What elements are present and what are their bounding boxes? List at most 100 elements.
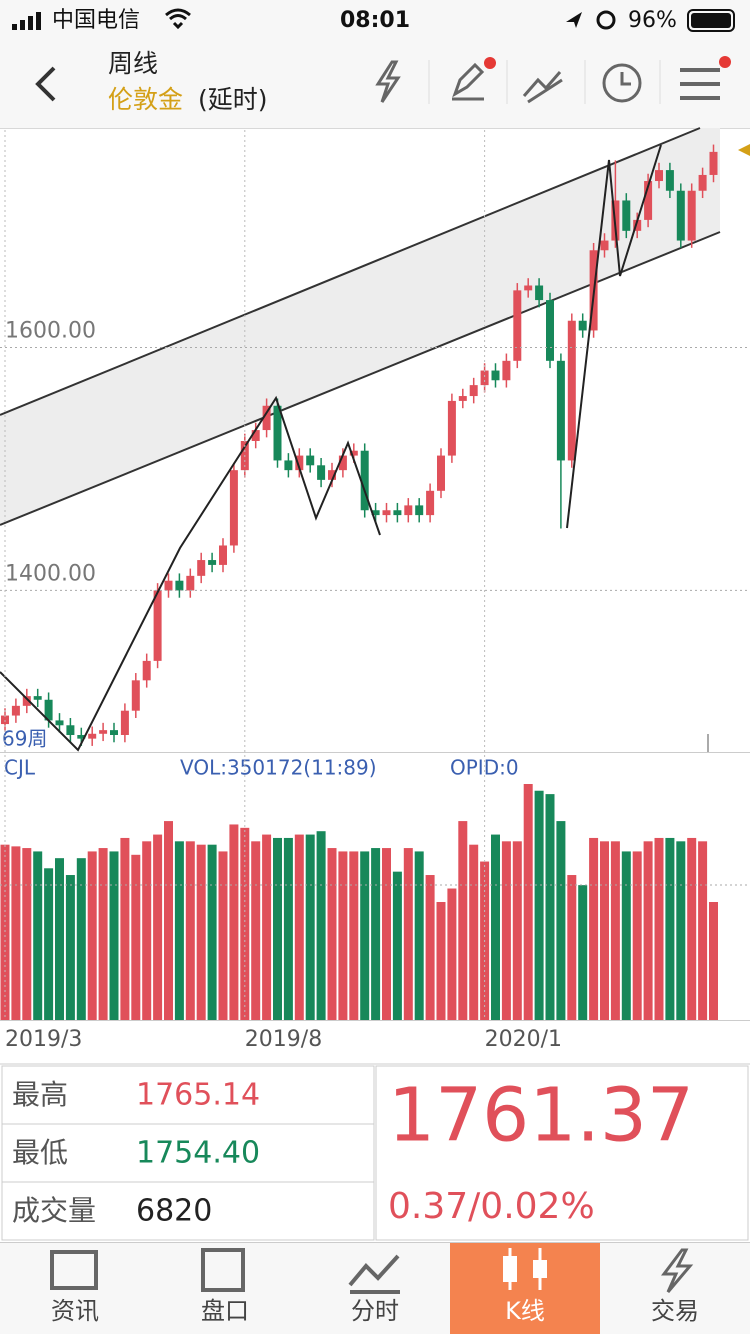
candle-body bbox=[535, 285, 544, 301]
candle-body bbox=[491, 370, 500, 381]
volume-bar bbox=[665, 837, 675, 1020]
candle-body bbox=[469, 385, 478, 397]
back-button[interactable] bbox=[35, 66, 56, 102]
tab-bar bbox=[0, 1242, 750, 1334]
candle-body bbox=[219, 545, 227, 565]
volume-bar bbox=[55, 858, 64, 1020]
candle-body bbox=[317, 465, 326, 480]
zigzag bbox=[0, 395, 381, 752]
candle-body bbox=[633, 219, 642, 231]
volume-value: 6820 bbox=[136, 1194, 212, 1229]
quote-table bbox=[1, 1065, 375, 1241]
tab-label[interactable]: 交易 bbox=[651, 1297, 699, 1325]
volume-bar bbox=[338, 851, 348, 1020]
volume-bar bbox=[458, 821, 468, 1020]
news-icon bbox=[50, 1250, 98, 1290]
menu-button[interactable] bbox=[680, 68, 720, 100]
clock-button[interactable] bbox=[602, 63, 642, 103]
tab-label[interactable]: 盘口 bbox=[201, 1297, 249, 1325]
volume-bar bbox=[556, 821, 566, 1020]
price-pointer bbox=[738, 144, 750, 156]
flash-button[interactable] bbox=[375, 60, 401, 103]
candle-body bbox=[393, 510, 402, 516]
candle-body bbox=[197, 560, 206, 576]
tab-label[interactable]: 资讯 bbox=[51, 1297, 99, 1325]
tab-label[interactable]: K线 bbox=[505, 1297, 545, 1325]
volume-bar bbox=[262, 834, 272, 1020]
candle-body bbox=[360, 450, 369, 511]
volume-bar bbox=[676, 841, 686, 1020]
badge bbox=[719, 56, 731, 68]
battery-icon bbox=[687, 9, 735, 32]
candle-body bbox=[44, 699, 53, 721]
trade-icon bbox=[661, 1248, 694, 1293]
candle-body bbox=[502, 360, 511, 381]
candle-body bbox=[426, 490, 435, 516]
candle-body bbox=[88, 733, 97, 739]
candle-body bbox=[480, 370, 489, 386]
candle-body bbox=[709, 151, 718, 175]
candle-body bbox=[556, 360, 565, 461]
candle-body bbox=[644, 181, 653, 220]
zigzag bbox=[566, 144, 662, 529]
volume-bar bbox=[11, 846, 21, 1020]
candle-body bbox=[513, 290, 522, 361]
volume-bar bbox=[403, 848, 413, 1020]
badge bbox=[484, 57, 496, 69]
volume-bar bbox=[218, 851, 228, 1020]
candle-body bbox=[524, 285, 533, 291]
volume-bar bbox=[76, 858, 86, 1020]
candle-body bbox=[306, 455, 315, 466]
candle-body bbox=[676, 190, 685, 241]
candle-body bbox=[262, 405, 271, 431]
volume-bar bbox=[131, 854, 141, 1020]
y-tick-label: 1600.00 bbox=[5, 318, 96, 343]
volume-bar bbox=[621, 851, 631, 1020]
candle-body bbox=[208, 560, 217, 565]
candle-body bbox=[22, 696, 31, 706]
candle-body bbox=[546, 300, 554, 361]
candle-body bbox=[284, 460, 293, 471]
candle-body bbox=[66, 725, 75, 735]
candle-body bbox=[273, 405, 282, 461]
channel-lower bbox=[0, 231, 721, 526]
x-tick-label: 2020/1 bbox=[485, 1027, 562, 1052]
volume-bar bbox=[185, 841, 195, 1020]
draw-button[interactable] bbox=[452, 62, 485, 101]
volume-bar bbox=[360, 851, 370, 1020]
volume-bar bbox=[153, 834, 163, 1020]
y-tick-label: 1400.00 bbox=[5, 561, 96, 586]
candle-body bbox=[578, 320, 587, 331]
volume-bar bbox=[425, 875, 435, 1020]
time-icon bbox=[348, 1254, 400, 1294]
location-icon bbox=[566, 12, 582, 28]
volume-bar bbox=[469, 844, 479, 1020]
tabs: 资讯 盘口 分时 K线 交易 bbox=[51, 1297, 699, 1325]
high-value: 1765.14 bbox=[136, 1078, 260, 1113]
volume-bar bbox=[164, 821, 173, 1020]
candle-body bbox=[186, 575, 195, 591]
candle-body bbox=[328, 470, 336, 480]
delay-note: (延时) bbox=[198, 85, 268, 114]
kline-icon bbox=[533, 1260, 547, 1278]
candle-body bbox=[567, 320, 576, 461]
candle-body bbox=[55, 720, 64, 726]
volume-bar bbox=[240, 827, 250, 1020]
instrument-name: 伦敦金 bbox=[108, 85, 183, 114]
clock-hand bbox=[620, 72, 631, 86]
volume-bar bbox=[698, 841, 708, 1020]
volume-bar bbox=[523, 784, 533, 1020]
volume-bar bbox=[33, 851, 43, 1020]
candle-body bbox=[110, 730, 118, 735]
candle-body bbox=[687, 190, 696, 241]
line-button[interactable] bbox=[522, 71, 563, 104]
alarm-icon bbox=[596, 10, 616, 30]
volume-bar bbox=[392, 871, 402, 1020]
candle-body bbox=[142, 660, 151, 681]
volume-bar bbox=[414, 851, 424, 1020]
volume-bar bbox=[294, 834, 304, 1020]
tab-label[interactable]: 分时 bbox=[351, 1297, 399, 1325]
candle-body bbox=[131, 680, 140, 711]
candle-body bbox=[77, 734, 86, 739]
